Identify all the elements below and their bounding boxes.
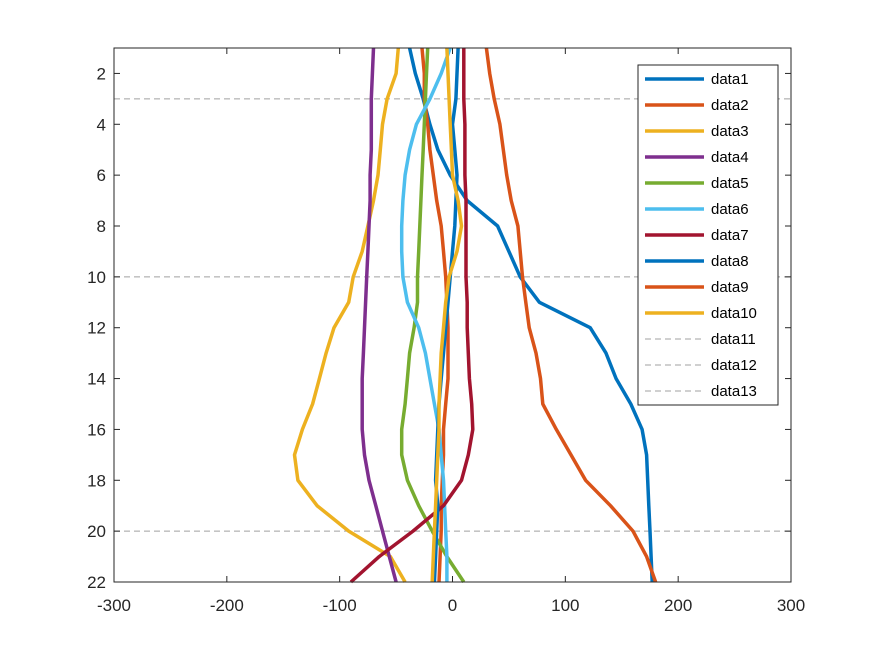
legend-label: data8 [711, 253, 749, 270]
y-tick-label: 6 [97, 166, 106, 185]
x-tick-label: -300 [97, 596, 131, 615]
x-tick-label: 0 [448, 596, 457, 615]
x-tick-label: -100 [323, 596, 357, 615]
legend-label: data7 [711, 227, 749, 244]
series-line-10 [430, 47, 464, 583]
series-line-9 [484, 47, 658, 583]
legend-label: data11 [711, 331, 756, 348]
y-tick-label: 22 [87, 573, 106, 592]
legend-label: data3 [711, 123, 749, 140]
y-tick-label: 18 [87, 471, 106, 490]
legend-label: data1 [711, 71, 749, 88]
y-tick-label: 20 [87, 522, 106, 541]
y-tick-label: 14 [87, 370, 106, 389]
series-line-5 [399, 47, 466, 583]
series-line-7 [349, 48, 475, 584]
y-tick-label: 10 [87, 268, 106, 287]
legend-label: data4 [711, 149, 749, 166]
y-axis: 2 4 6 8 10 12 14 16 18 20 22 [87, 64, 791, 592]
y-tick-label: 4 [97, 115, 106, 134]
legend-label: data5 [711, 175, 749, 192]
series-line-3 [292, 47, 407, 583]
series-line-6 [399, 47, 452, 582]
series-lines [292, 47, 658, 584]
legend-label: data13 [711, 383, 757, 400]
x-tick-label: 300 [777, 596, 805, 615]
x-tick-label: 200 [664, 596, 692, 615]
legend-label: data2 [711, 97, 749, 114]
legend: data1 data2 data3 data4 data5 data6 data7 data8… [637, 64, 779, 406]
y-tick-label: 2 [97, 64, 106, 83]
legend-label: data12 [711, 357, 757, 374]
y-tick-label: 8 [97, 217, 106, 236]
y-tick-label: 16 [87, 420, 106, 439]
legend-label: data6 [711, 201, 749, 218]
series-line-4 [360, 47, 398, 583]
series-line-1 [407, 47, 654, 583]
y-tick-label: 12 [87, 319, 106, 338]
x-tick-label: 100 [551, 596, 579, 615]
x-tick-label: -200 [210, 596, 244, 615]
legend-label: data10 [711, 305, 757, 322]
legend-label: data9 [711, 279, 749, 296]
x-axis: -300 -200 -100 0 100 200 300 [97, 48, 805, 615]
